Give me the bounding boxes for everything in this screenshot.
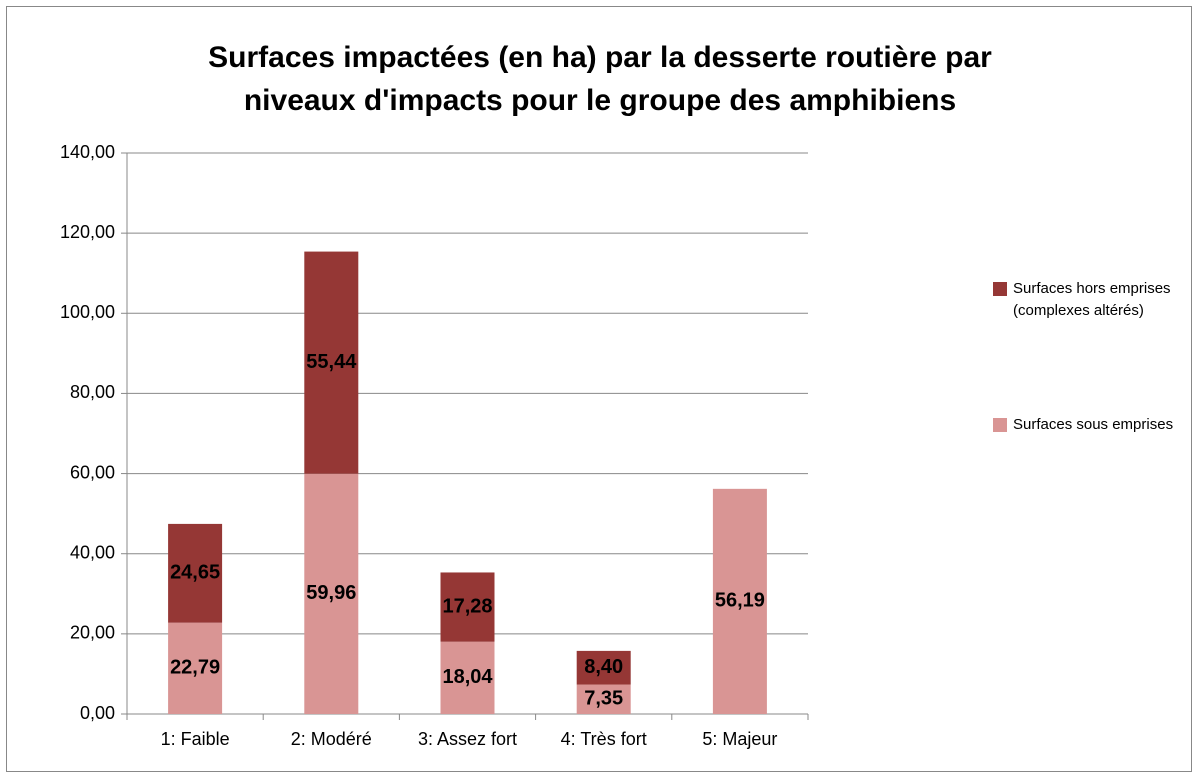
y-tick-label: 80,00 xyxy=(70,382,115,402)
bar-segment xyxy=(440,641,495,714)
chart-border xyxy=(6,6,1192,772)
x-tick-label: 3: Assez fort xyxy=(418,729,517,749)
legend-swatch xyxy=(993,282,1007,296)
y-tick-label: 0,00 xyxy=(80,703,115,723)
data-label: 56,19 xyxy=(715,590,765,612)
data-label: 59,96 xyxy=(306,582,356,604)
data-label: 24,65 xyxy=(170,562,220,584)
y-tick-label: 20,00 xyxy=(70,623,115,643)
y-tick-label: 140,00 xyxy=(60,142,115,162)
y-tick-label: 100,00 xyxy=(60,302,115,322)
data-label: 7,35 xyxy=(584,688,623,710)
data-label: 18,04 xyxy=(442,666,493,688)
y-tick-label: 120,00 xyxy=(60,222,115,242)
data-label: 55,44 xyxy=(306,351,357,373)
x-tick-label: 2: Modéré xyxy=(291,729,372,749)
bar-segment xyxy=(712,488,767,714)
y-tick-label: 60,00 xyxy=(70,462,115,482)
legend-label: Surfaces hors emprises (complexes altéré… xyxy=(1013,280,1171,319)
x-tick-label: 4: Très fort xyxy=(561,729,647,749)
legend-item: Surfaces hors emprises (complexes altéré… xyxy=(993,278,1183,322)
legend-label: Surfaces sous emprises xyxy=(1013,416,1174,433)
legend-swatch xyxy=(993,418,1007,432)
data-label: 17,28 xyxy=(442,595,492,617)
legend-item: Surfaces sous emprises xyxy=(993,414,1183,436)
bar-segment xyxy=(576,684,631,714)
bar-segment xyxy=(304,473,359,714)
bar-segment xyxy=(304,251,359,474)
x-tick-label: 5: Majeur xyxy=(702,729,777,749)
data-label: 8,40 xyxy=(584,656,623,678)
bar-segment xyxy=(440,572,495,642)
x-tick-label: 1: Faible xyxy=(161,729,230,749)
bar-segment xyxy=(168,622,223,714)
bar-segment xyxy=(576,650,631,685)
y-tick-label: 40,00 xyxy=(70,542,115,562)
chart-title: Surfaces impactées (en ha) par la desser… xyxy=(208,41,992,117)
data-label: 22,79 xyxy=(170,657,220,679)
bar-segment xyxy=(168,523,223,623)
